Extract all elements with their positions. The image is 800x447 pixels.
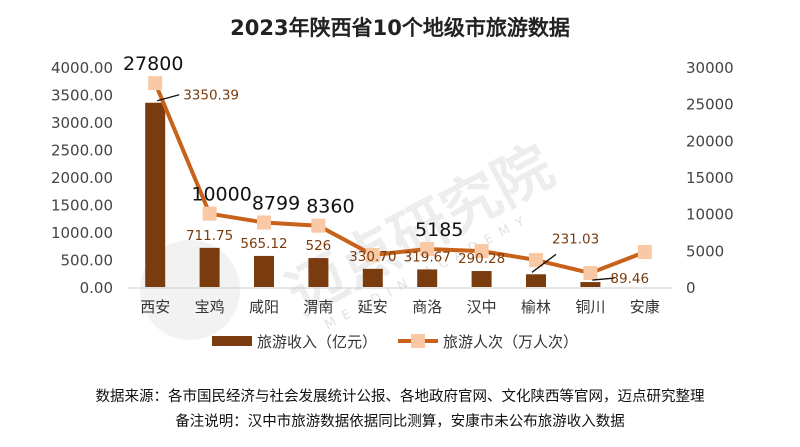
line-marker-汉中 bbox=[474, 244, 489, 259]
chart-title: 2023年陕西省10个地级市旅游数据 bbox=[230, 16, 570, 40]
line-data-label: 8360 bbox=[306, 196, 354, 218]
bar-铜川 bbox=[580, 282, 601, 287]
x-tick-label: 汉中 bbox=[467, 298, 497, 316]
x-tick-label: 榆林 bbox=[521, 298, 551, 316]
y-left-tick-label: 500.00 bbox=[61, 252, 114, 270]
line-series bbox=[153, 82, 646, 276]
y-right-tick-label: 20000 bbox=[686, 132, 734, 150]
bar-data-label: 330.70 bbox=[349, 249, 396, 265]
bar-西安 bbox=[145, 102, 166, 288]
y-right-tick-label: 30000 bbox=[686, 59, 734, 77]
y-left-tick-label: 1500.00 bbox=[51, 197, 113, 215]
remark-note: 备注说明：汉中市旅游数据依据同比测算，安康市未公布旅游收入数据 bbox=[175, 414, 625, 430]
bar-榆林 bbox=[526, 274, 546, 287]
line-marker-商洛 bbox=[420, 241, 435, 256]
bar-data-label: 565.12 bbox=[240, 236, 287, 252]
legend-bar-swatch bbox=[212, 336, 252, 346]
x-tick-label: 延安 bbox=[358, 298, 388, 316]
y-left-tick-label: 0.00 bbox=[80, 279, 113, 297]
x-tick-label: 西安 bbox=[140, 298, 170, 316]
bar-咸阳 bbox=[254, 255, 274, 287]
bar-label-leader bbox=[531, 253, 557, 273]
y-right-tick-label: 10000 bbox=[686, 206, 734, 224]
line-data-label: 27800 bbox=[123, 53, 183, 75]
legend-line-marker bbox=[411, 334, 425, 348]
bar-label-leader bbox=[592, 277, 615, 281]
x-tick-label: 咸阳 bbox=[249, 298, 279, 316]
y-left-tick-label: 1000.00 bbox=[51, 224, 113, 242]
y-left-tick-label: 3000.00 bbox=[51, 114, 113, 132]
bar-渭南 bbox=[308, 258, 329, 287]
bar-data-label: 3350.39 bbox=[183, 88, 239, 104]
line-marker-宝鸡 bbox=[202, 206, 217, 221]
bar-data-label: 526 bbox=[306, 238, 332, 254]
x-tick-label: 铜川 bbox=[575, 298, 605, 316]
line-marker-咸阳 bbox=[257, 215, 271, 230]
legend-line-label: 旅游人次（万人次） bbox=[443, 333, 578, 351]
y-right-tick-label: 25000 bbox=[686, 96, 734, 114]
line-marker-铜川 bbox=[583, 266, 598, 281]
y-left-tick-label: 3500.00 bbox=[51, 87, 113, 105]
y-right-tick-label: 15000 bbox=[686, 169, 734, 187]
bar-data-label: 711.75 bbox=[186, 228, 233, 244]
y-left-tick-label: 4000.00 bbox=[51, 59, 113, 77]
source-note: 数据来源：各市国民经济与社会发展统计公报、各地政府官网、文化陕西等官网，迈点研究… bbox=[95, 389, 705, 405]
x-tick-label: 商洛 bbox=[412, 298, 442, 316]
line-marker-榆林 bbox=[529, 253, 543, 268]
bar-延安 bbox=[362, 268, 383, 287]
bar-宝鸡 bbox=[199, 247, 220, 287]
bar-data-label: 319.67 bbox=[404, 249, 451, 265]
x-tick-label: 渭南 bbox=[303, 298, 333, 316]
line-marker-延安 bbox=[365, 248, 380, 263]
y-right-tick-label: 5000 bbox=[686, 242, 724, 260]
bar-商洛 bbox=[417, 269, 438, 287]
line-data-label: 10000 bbox=[191, 184, 251, 206]
line-data-label: 5185 bbox=[415, 219, 463, 241]
y-right-tick-label: 0 bbox=[686, 279, 696, 297]
line-marker-西安 bbox=[148, 76, 163, 91]
x-tick-label: 安康 bbox=[630, 298, 660, 316]
line-marker-渭南 bbox=[311, 218, 326, 233]
bar-data-label: 231.03 bbox=[552, 231, 599, 247]
x-tick-label: 宝鸡 bbox=[195, 298, 225, 316]
y-left-tick-label: 2500.00 bbox=[51, 142, 113, 160]
line-data-label: 8799 bbox=[252, 192, 300, 214]
bar-data-label: 290.28 bbox=[458, 251, 505, 267]
line-marker-安康 bbox=[637, 245, 652, 260]
bar-data-label: 89.46 bbox=[610, 271, 649, 287]
bar-汉中 bbox=[471, 271, 492, 287]
legend-bar-label: 旅游收入（亿元） bbox=[257, 333, 377, 351]
bar-label-leader bbox=[157, 94, 180, 102]
y-left-tick-label: 2000.00 bbox=[51, 169, 113, 187]
